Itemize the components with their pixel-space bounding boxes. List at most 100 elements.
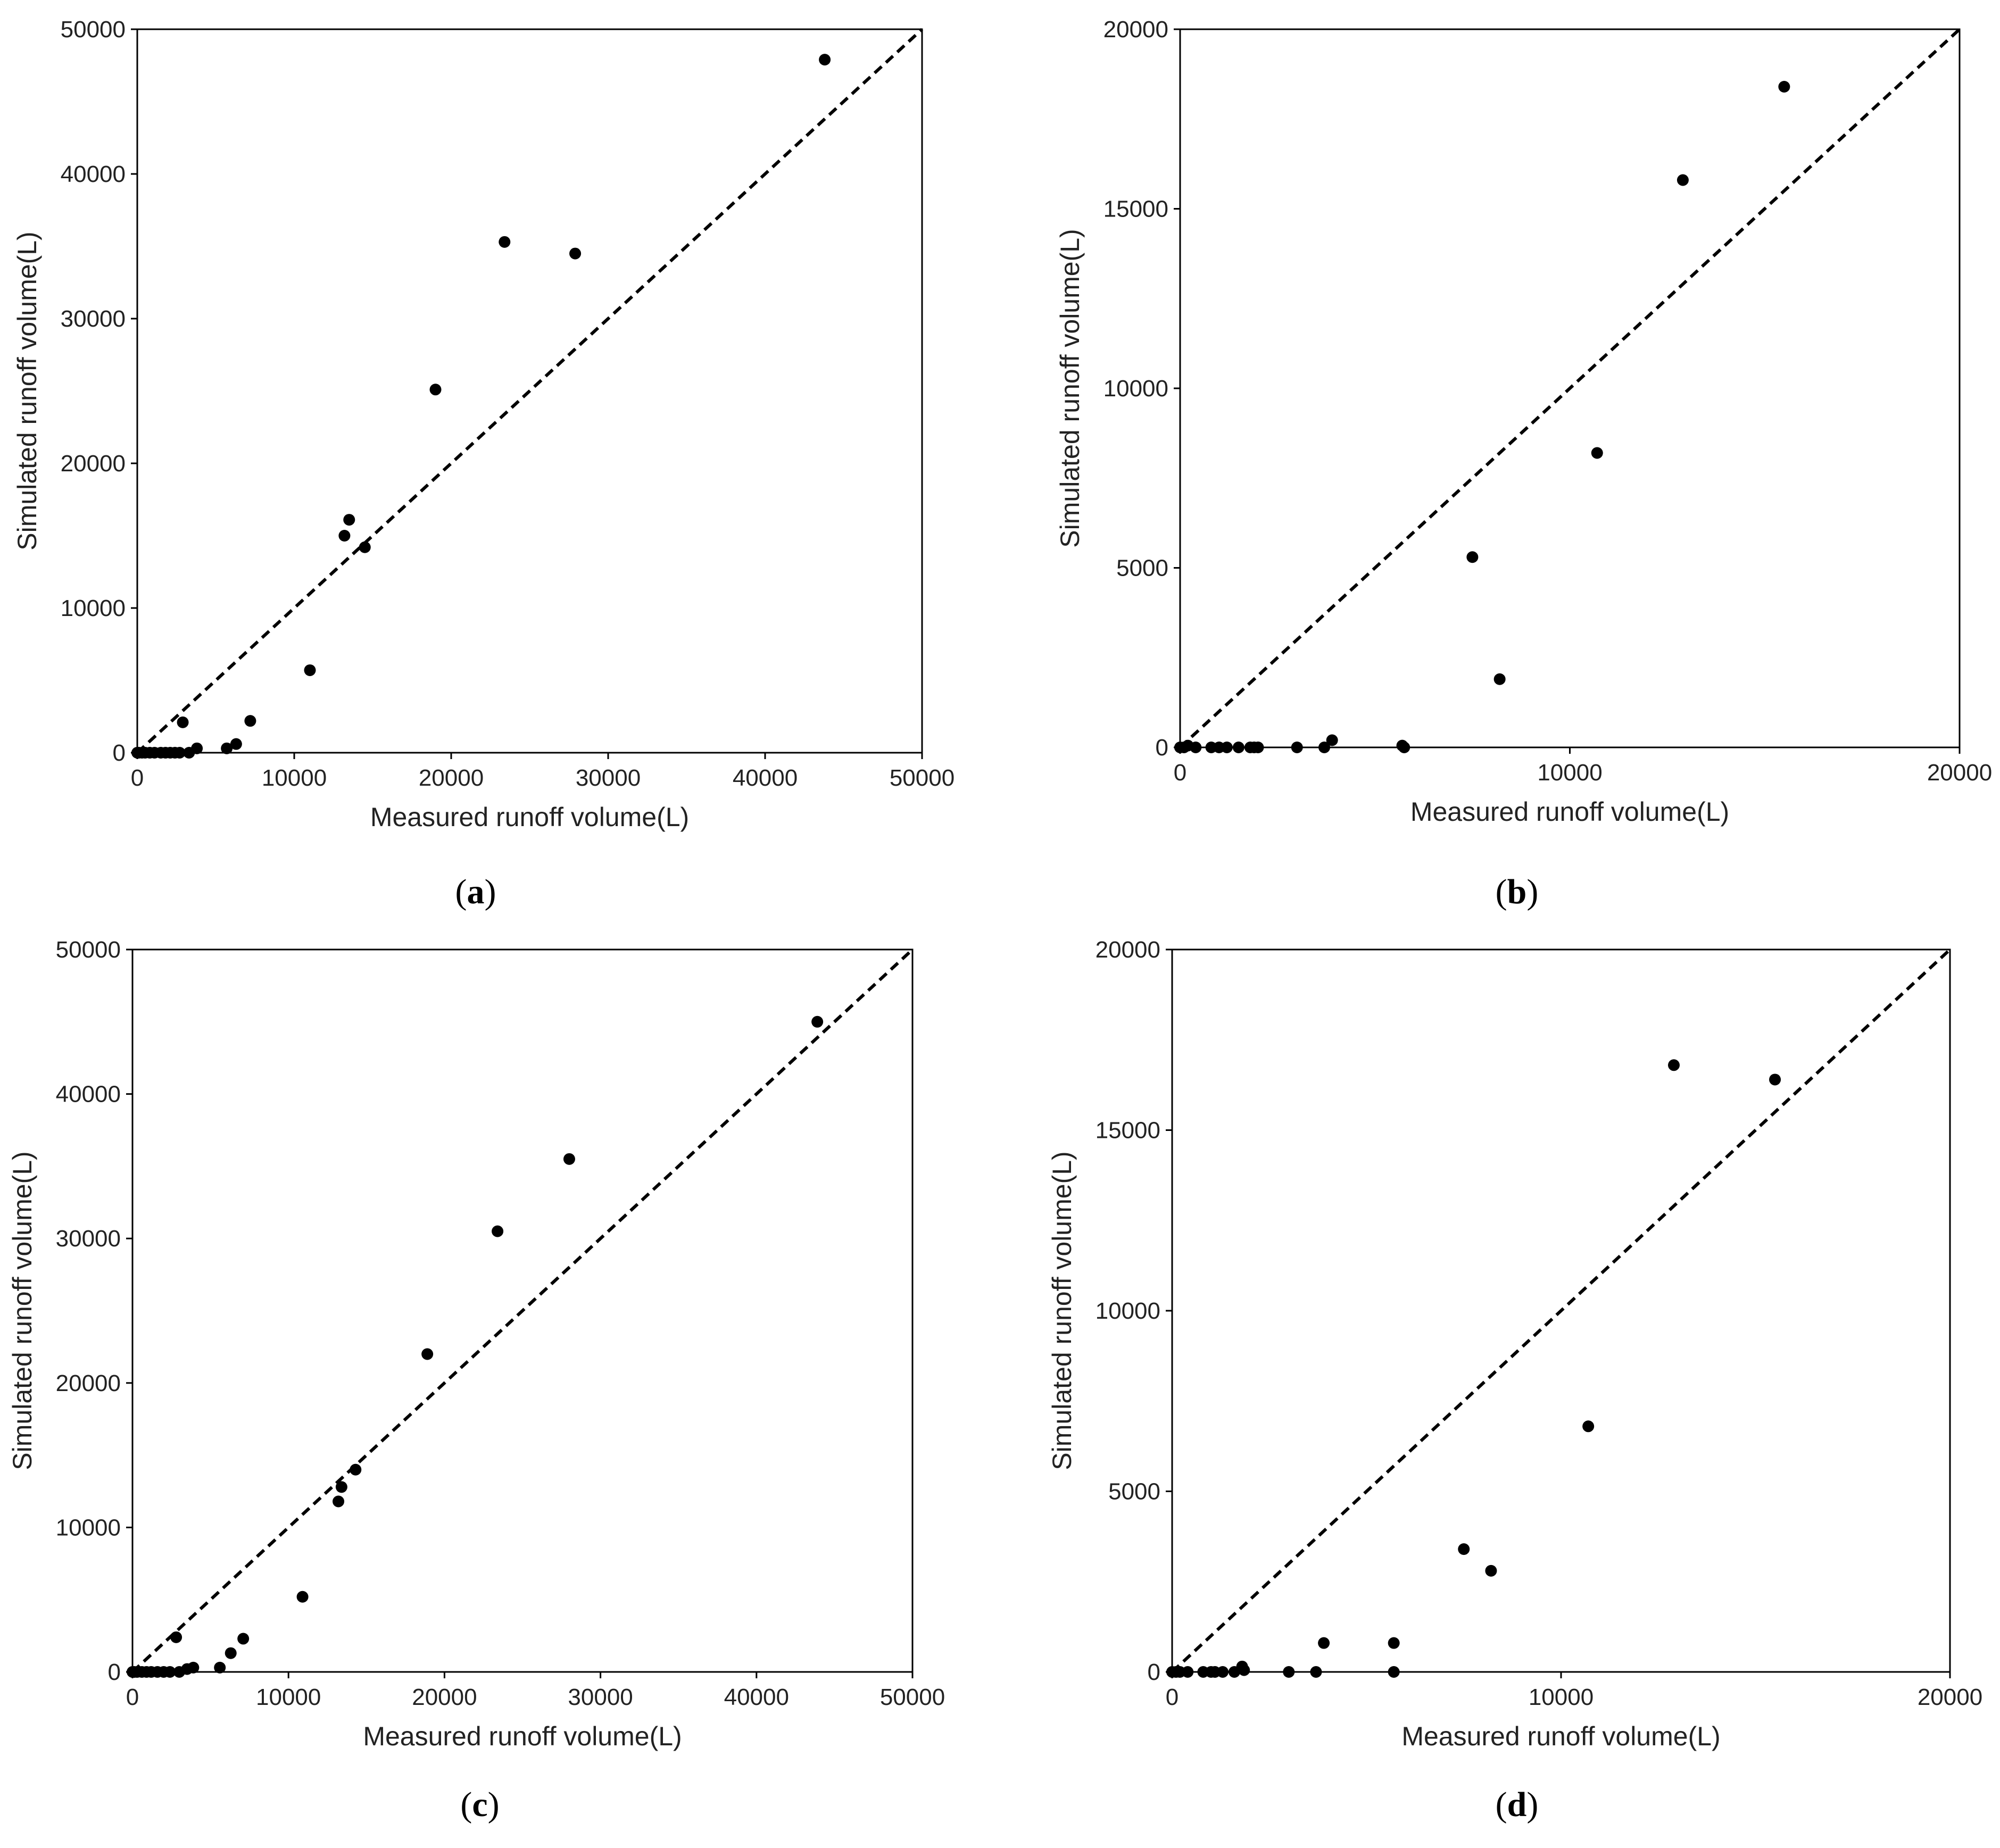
data-point [1466, 551, 1479, 563]
reference-line [1171, 948, 1952, 1674]
data-point [177, 716, 189, 728]
data-point [563, 1153, 575, 1165]
y-tick-label: 0 [113, 740, 126, 766]
data-point [429, 384, 442, 396]
chart-panel-a: 0 10000 20000 30000 40000 50000 0 10000 20000 300… [12, 16, 955, 911]
data-point [333, 1495, 345, 1508]
reference-line [136, 28, 924, 754]
data-point [499, 236, 511, 248]
data-point [237, 1633, 250, 1645]
y-tick-label: 40000 [56, 1081, 121, 1108]
x-axis-label: Measured runoff volume(L) [1401, 1721, 1720, 1751]
y-tick-label: 20000 [56, 1370, 121, 1396]
data-point [304, 664, 316, 676]
y-tick-label: 5000 [1108, 1479, 1160, 1505]
data-point [1398, 742, 1410, 753]
panel-caption: (c) [460, 1785, 499, 1824]
x-tick-label: 10000 [262, 765, 327, 791]
x-tick-label: 0 [131, 765, 144, 791]
y-axis-label: Simulated runoff volume(L) [1055, 229, 1085, 547]
y-tick-label: 10000 [1103, 376, 1168, 402]
chart-panel-b: 0 10000 20000 0 5000 10000 15000 20000 Measured … [1055, 16, 1992, 911]
x-tick-label: 10000 [1537, 760, 1602, 786]
panel-caption: (b) [1496, 872, 1539, 911]
data-point [1326, 734, 1338, 746]
x-tick-label: 40000 [724, 1684, 789, 1710]
chart-panel-d: 0 10000 20000 0 5000 10000 15000 20000 Measured … [1047, 937, 1982, 1824]
y-axis-label: Simulated runoff volume(L) [12, 231, 42, 550]
panel-caption-letter: a [467, 872, 485, 911]
data-point [221, 742, 233, 754]
data-point [187, 1661, 200, 1674]
data-point [1291, 742, 1303, 753]
data-point [1677, 174, 1689, 186]
data-point [1388, 1666, 1400, 1678]
data-point [1485, 1564, 1497, 1577]
x-tick-label: 10000 [1529, 1684, 1594, 1710]
reference-line [1179, 28, 1961, 749]
y-tick-label: 0 [108, 1659, 121, 1685]
data-point [230, 738, 242, 750]
plot-frame [131, 948, 914, 1673]
panels: 0 10000 20000 30000 40000 5000001000020000300… [7, 16, 1992, 1824]
data-point [1310, 1666, 1322, 1678]
reference-line [131, 948, 914, 1674]
x-axis-label: Measured runoff volume(L) [363, 1721, 682, 1751]
data-point [1582, 1420, 1595, 1433]
y-tick-label: 50000 [61, 16, 126, 43]
data-point [1493, 673, 1506, 685]
x-axis-label: Measured runoff volume(L) [370, 802, 689, 832]
y-tick-label: 10000 [61, 595, 126, 621]
x-tick-label: 20000 [1918, 1684, 1982, 1710]
data-point [225, 1647, 237, 1659]
data-point [335, 1481, 347, 1493]
data-point [244, 715, 256, 727]
data-point [1190, 742, 1202, 753]
data-point [296, 1591, 309, 1603]
panel-caption-letter: b [1507, 872, 1527, 911]
data-point [191, 742, 203, 754]
y-tick-label: 10000 [56, 1514, 121, 1541]
data-point [492, 1225, 504, 1237]
data-point [1318, 1637, 1330, 1649]
x-tick-label: 50000 [890, 765, 955, 791]
data-point [343, 514, 355, 526]
x-tick-label: 0 [1166, 1684, 1179, 1710]
panel-caption: (a) [455, 872, 496, 911]
data-point [1217, 1666, 1229, 1678]
data-point [1458, 1543, 1470, 1555]
y-tick-label: 10000 [1096, 1298, 1160, 1324]
data-point [1318, 742, 1331, 753]
x-tick-label: 10000 [256, 1684, 321, 1710]
x-tick-label: 20000 [412, 1684, 477, 1710]
data-point [170, 1631, 182, 1643]
x-axis-label: Measured runoff volume(L) [1410, 797, 1729, 827]
y-tick-label: 5000 [1116, 555, 1168, 581]
x-tick-label: 30000 [576, 765, 641, 791]
data-point [173, 747, 186, 759]
y-tick-label: 30000 [61, 306, 126, 332]
data-point [421, 1348, 434, 1360]
y-axis-label: Simulated runoff volume(L) [7, 1151, 37, 1470]
data-point [569, 247, 582, 260]
y-tick-label: 20000 [1096, 937, 1160, 963]
plot-frame [136, 28, 923, 754]
x-tick-label: 20000 [419, 765, 484, 791]
y-axis-label: Simulated runoff volume(L) [1047, 1151, 1077, 1470]
y-tick-label: 0 [1148, 1659, 1160, 1685]
data-point [350, 1463, 362, 1476]
x-tick-label: 0 [126, 1684, 139, 1710]
panel-caption-letter: d [1507, 1785, 1527, 1824]
y-tick-label: 50000 [56, 937, 121, 963]
x-tick-label: 30000 [568, 1684, 633, 1710]
data-point [338, 530, 351, 542]
y-tick-label: 20000 [61, 451, 126, 477]
x-tick-label: 40000 [733, 765, 798, 791]
data-point [1591, 447, 1603, 459]
y-tick-label: 40000 [61, 161, 126, 187]
panel-caption: (d) [1496, 1785, 1539, 1824]
data-point [819, 54, 831, 66]
data-point [1778, 81, 1790, 93]
